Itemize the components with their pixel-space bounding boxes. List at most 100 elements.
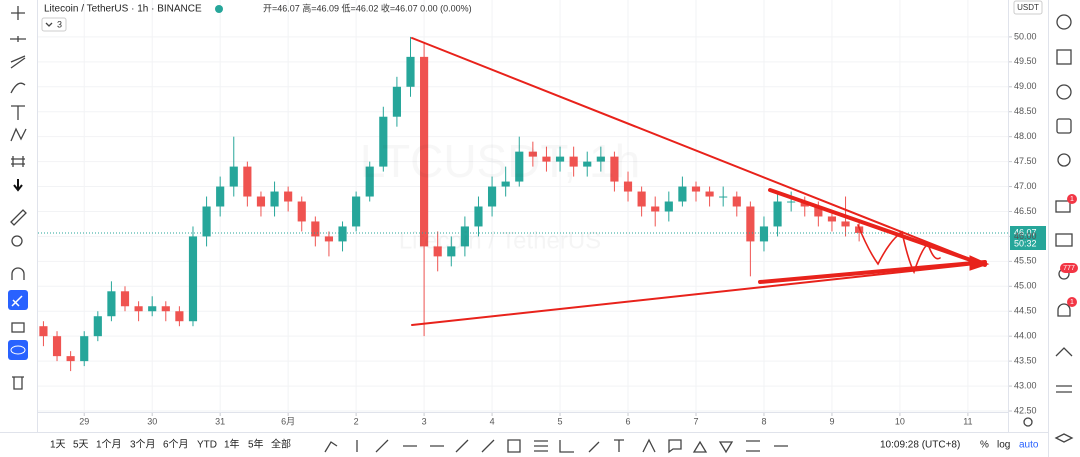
currency: USDT — [1017, 3, 1039, 12]
candle-body — [365, 166, 374, 197]
candle-body — [841, 221, 850, 227]
period-button[interactable]: 3个月 — [130, 439, 156, 451]
pattern-tool[interactable] — [10, 127, 27, 142]
candle-body — [542, 156, 551, 162]
candle-body — [229, 166, 238, 187]
candle-body — [637, 191, 646, 207]
price-tag-box — [1010, 226, 1046, 250]
period-button[interactable]: YTD — [197, 440, 217, 451]
left-toolbar — [8, 0, 38, 432]
layers-icon[interactable] — [1054, 433, 1074, 443]
lock-tool[interactable] — [11, 322, 25, 333]
history-icon[interactable] — [1056, 84, 1072, 100]
period-button[interactable]: 1年 — [224, 438, 240, 451]
candle-body — [148, 306, 157, 312]
magnet-tool[interactable] — [11, 267, 25, 280]
candle-body — [243, 166, 252, 197]
countdown: 50:32 — [1014, 238, 1037, 248]
indicators-toggle[interactable] — [41, 17, 67, 32]
messages-icon[interactable] — [1055, 233, 1073, 247]
candle-body — [352, 196, 361, 227]
candle-body — [175, 311, 184, 322]
watermark-symbol: LTCUSDT, 1h — [360, 135, 640, 187]
candle-body — [270, 191, 279, 207]
calendar-icon[interactable] — [1056, 118, 1072, 134]
brush-tool[interactable] — [10, 82, 26, 94]
y-tick-label: 44.50 — [1014, 306, 1037, 316]
candle-body — [691, 186, 701, 192]
candle-body — [474, 206, 483, 227]
x-tick-label: 3 — [422, 416, 427, 426]
y-tick-label: 48.00 — [1014, 131, 1037, 141]
candle-body — [66, 356, 75, 362]
y-tick-label: 49.00 — [1014, 81, 1037, 91]
candle-body — [338, 226, 347, 242]
x-tick-label: 30 — [147, 416, 157, 426]
upper-trendline — [411, 37, 986, 266]
arrow-tool[interactable] — [13, 179, 23, 192]
dom-icon[interactable] — [1056, 385, 1072, 393]
fib-tool[interactable] — [10, 55, 26, 69]
currency-box[interactable] — [1013, 0, 1043, 15]
candle-body — [216, 186, 225, 207]
period-button[interactable]: 5年 — [248, 438, 264, 451]
y-tick-label: 50.00 — [1014, 31, 1037, 41]
x-tick-label: 6月 — [281, 416, 295, 426]
ideas-icon[interactable] — [1057, 153, 1071, 167]
auto-toggle[interactable]: auto — [1019, 440, 1039, 451]
settings-icon[interactable] — [1023, 417, 1033, 427]
text-tool[interactable] — [11, 105, 25, 120]
x-tick-label: 6 — [626, 416, 631, 426]
candle-body — [515, 151, 524, 182]
period-button[interactable]: 1个月 — [96, 439, 122, 451]
candle-body — [746, 206, 755, 242]
y-tick-label: 48.50 — [1014, 106, 1037, 116]
candle-body — [420, 56, 429, 247]
symbol-header: Litecoin / TetherUS · 1h · BINANCE — [44, 4, 202, 15]
candle-body — [623, 181, 633, 192]
lower-trendline-bold — [758, 260, 987, 284]
eye-icon — [10, 345, 26, 355]
drawing-tool-icons[interactable] — [324, 438, 788, 454]
hide-drawings-toggle[interactable] — [8, 340, 28, 360]
candle-body — [583, 161, 592, 167]
zoom-tool[interactable] — [11, 235, 23, 247]
candle-body — [596, 156, 605, 162]
line-tool[interactable] — [10, 36, 26, 42]
candle-body — [297, 201, 306, 222]
percent-toggle[interactable]: % — [980, 440, 989, 451]
candle-body — [406, 56, 415, 87]
x-tick-label: 31 — [215, 416, 225, 426]
hotlist-icon[interactable] — [1055, 347, 1073, 357]
ruler-tool[interactable] — [10, 209, 27, 226]
candle-body — [202, 206, 211, 237]
alarm-icon[interactable] — [1056, 14, 1072, 30]
candle-body — [501, 181, 510, 187]
right-sidebar: 1 777 1 — [1048, 0, 1078, 457]
x-tick-label: 5 — [558, 416, 563, 426]
crosshair-tool[interactable] — [11, 6, 25, 20]
candle-body — [161, 306, 170, 312]
notifications-icon[interactable] — [1057, 303, 1071, 317]
log-toggle[interactable]: log — [997, 440, 1010, 451]
candle-body — [311, 221, 320, 237]
period-button[interactable]: 5天 — [73, 440, 89, 451]
chat-icon[interactable] — [1055, 200, 1071, 213]
candle-body — [93, 316, 102, 337]
badge-label: 1 — [1070, 196, 1074, 203]
drawing — [411, 37, 990, 326]
period-button[interactable]: 1天 — [50, 440, 66, 451]
candle-body — [759, 226, 769, 242]
badge — [1067, 297, 1077, 307]
candle-body — [188, 236, 198, 322]
y-tick-label: 42.50 — [1014, 405, 1037, 415]
period-button[interactable]: 全部 — [271, 438, 291, 451]
watchlist-icon[interactable] — [1056, 49, 1072, 65]
badge — [1060, 263, 1078, 273]
price-tag: 46.07 — [1014, 227, 1037, 237]
candle-body — [120, 291, 130, 307]
trash-tool[interactable] — [12, 376, 24, 390]
prediction-tool[interactable] — [11, 156, 25, 167]
period-button[interactable]: 6个月 — [163, 439, 189, 451]
